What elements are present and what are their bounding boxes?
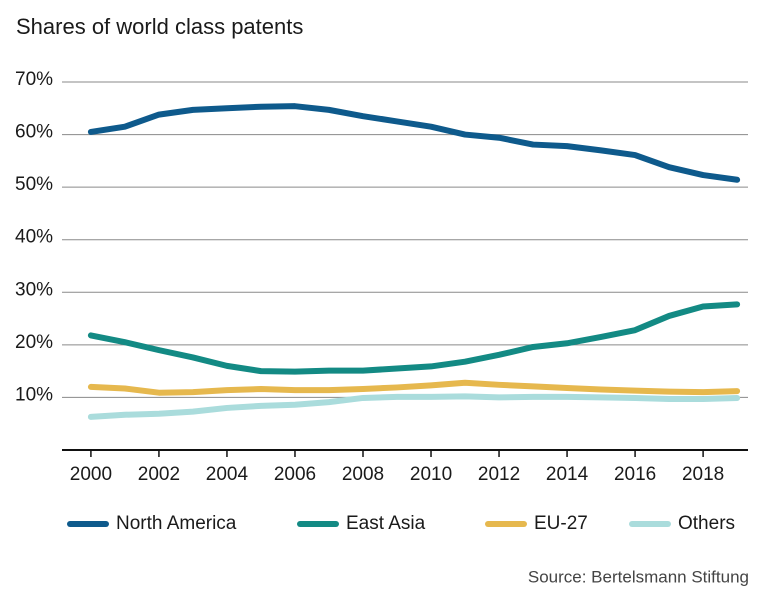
legend-label: East Asia: [346, 513, 426, 534]
x-tick-label: 2002: [138, 464, 180, 485]
series-line: [87, 393, 741, 420]
x-tick-label: 2014: [546, 464, 589, 485]
y-tick-label: 30%: [15, 279, 53, 300]
x-tick-label: 2018: [682, 464, 724, 485]
y-tick-label: 60%: [15, 122, 53, 143]
legend-label: Others: [678, 513, 735, 534]
y-tick-label: 50%: [15, 174, 53, 195]
x-tick-label: 2016: [614, 464, 656, 485]
x-tick-label: 2012: [478, 464, 520, 485]
x-tick-label: 2000: [70, 464, 112, 485]
y-tick-label: 70%: [15, 69, 53, 90]
series-line: [87, 103, 741, 183]
y-tick-label: 40%: [15, 227, 53, 248]
series-line: [87, 379, 741, 396]
chart-title: Shares of world class patents: [16, 14, 303, 39]
series-line: [87, 301, 741, 375]
x-tick-label: 2010: [410, 464, 452, 485]
legend-label: EU-27: [534, 513, 588, 534]
legend-label: North America: [116, 513, 237, 534]
x-tick-label: 2008: [342, 464, 384, 485]
source-note: Source: Bertelsmann Stiftung: [528, 567, 749, 586]
y-tick-label: 10%: [15, 384, 53, 405]
y-tick-label: 20%: [15, 332, 53, 353]
x-tick-label: 2004: [206, 464, 249, 485]
x-tick-label: 2006: [274, 464, 316, 485]
